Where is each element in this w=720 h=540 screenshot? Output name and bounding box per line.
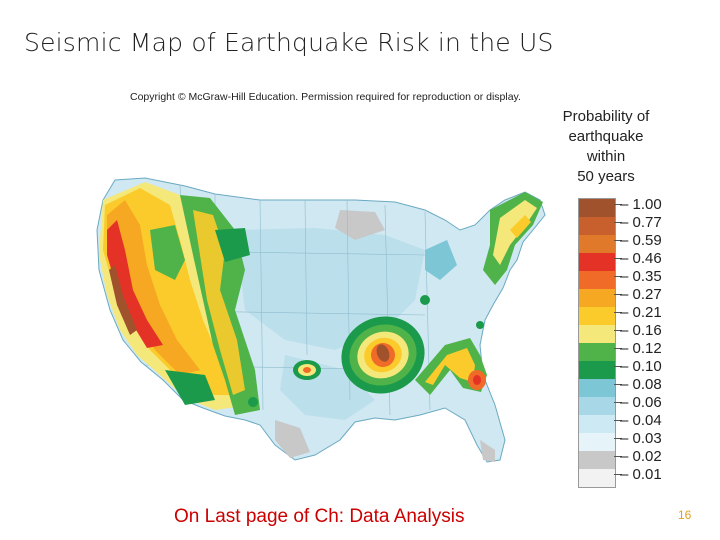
legend-label: – 0.08 <box>620 376 662 393</box>
legend-tick <box>614 222 622 223</box>
legend-title-line: earthquake <box>568 128 644 145</box>
legend-title: Probability of earthquake within 50 year… <box>548 107 664 187</box>
legend-tick <box>614 258 622 259</box>
legend-swatch <box>579 433 615 451</box>
legend-label: – 0.77 <box>620 214 662 231</box>
legend-swatch <box>579 271 615 289</box>
legend-label: – 0.59 <box>620 232 662 249</box>
legend-tick <box>614 330 622 331</box>
legend-swatch <box>579 289 615 307</box>
legend-label: – 0.10 <box>620 358 662 375</box>
legend-label: – 0.03 <box>620 430 662 447</box>
legend-swatch <box>579 235 615 253</box>
legend-label: – 0.12 <box>620 340 662 357</box>
new-madrid-zone <box>341 316 425 394</box>
copyright-notice: Copyright © McGraw-Hill Education. Permi… <box>130 91 521 103</box>
legend-tick <box>614 402 622 403</box>
legend-tick <box>614 294 622 295</box>
legend-swatch <box>579 199 615 217</box>
legend-label: – 0.01 <box>620 466 662 483</box>
legend-swatch <box>579 217 615 235</box>
us-seismic-map <box>96 177 546 463</box>
legend-title-line: Probability of <box>562 108 650 125</box>
legend-tick <box>614 276 622 277</box>
slide-title: Seismic Map of Earthquake Risk in the US <box>24 28 554 57</box>
legend-swatch <box>579 415 615 433</box>
legend-label: – 1.00 <box>620 196 662 213</box>
legend-tick <box>614 420 622 421</box>
page-number: 16 <box>678 508 692 522</box>
legend-swatch <box>579 469 615 487</box>
legend-tick <box>614 348 622 349</box>
legend-swatch <box>579 379 615 397</box>
legend-label: – 0.04 <box>620 412 662 429</box>
legend-tick <box>614 384 622 385</box>
legend-swatch <box>579 361 615 379</box>
legend-swatch <box>579 307 615 325</box>
legend-label: – 0.21 <box>620 304 662 321</box>
legend-title-line: 50 years <box>577 168 635 185</box>
legend-tick <box>614 456 622 457</box>
legend-title-line: within <box>586 148 626 165</box>
legend-tick <box>614 312 622 313</box>
legend-tick <box>614 366 622 367</box>
legend-label: – 0.46 <box>620 250 662 267</box>
legend-label: – 0.35 <box>620 268 662 285</box>
legend-swatch <box>579 325 615 343</box>
legend-color-bar <box>578 198 616 488</box>
legend-tick <box>614 438 622 439</box>
legend-tick <box>614 474 622 475</box>
legend-swatch <box>579 253 615 271</box>
legend-label: – 0.02 <box>620 448 662 465</box>
legend-tick <box>614 204 622 205</box>
legend-label: – 0.06 <box>620 394 662 411</box>
caption: On Last page of Ch: Data Analysis <box>174 506 465 527</box>
legend-swatch <box>579 451 615 469</box>
legend-tick <box>614 240 622 241</box>
legend-label: – 0.27 <box>620 286 662 303</box>
legend-swatch <box>579 397 615 415</box>
legend-swatch <box>579 343 615 361</box>
legend-label: – 0.16 <box>620 322 662 339</box>
